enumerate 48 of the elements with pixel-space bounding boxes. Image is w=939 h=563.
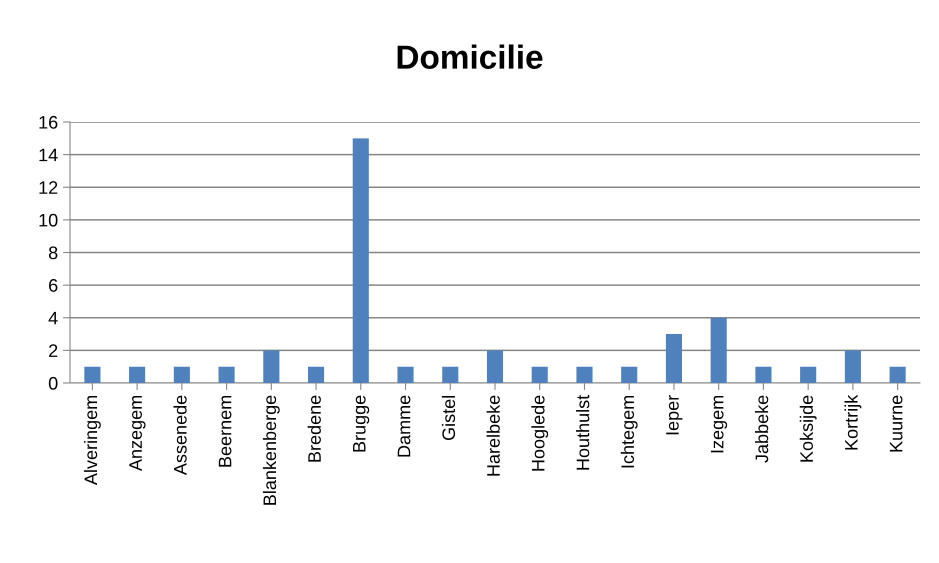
x-tick-label: Harelbeke [486, 396, 500, 476]
bar [263, 350, 280, 383]
x-tick-label: Houthulst [576, 394, 590, 470]
y-tick-label: 6 [49, 279, 58, 292]
bar [844, 350, 861, 383]
x-tick-label: Alveringem [84, 396, 101, 486]
bar [218, 366, 235, 383]
bar [352, 138, 369, 383]
y-tick-label: 0 [48, 376, 58, 390]
x-tick-label: Ichtegem [620, 396, 638, 468]
x-tick-label: Hooglede [531, 396, 548, 471]
bar [308, 366, 324, 383]
x-tick-label: Koksijde [800, 396, 817, 462]
y-tick-label: 4 [48, 312, 58, 324]
y-tick-label: 16 [39, 116, 58, 129]
bar [800, 366, 816, 383]
bar [666, 334, 682, 383]
bar [442, 366, 458, 383]
chart-title: Domicilie [398, 44, 542, 69]
x-tick-label: Anzegem [129, 396, 146, 472]
y-tick-label: 8 [48, 246, 58, 260]
bar [174, 366, 190, 383]
bar [532, 366, 548, 383]
x-tick-label: Kuurne [890, 396, 902, 452]
y-tick-label: 2 [49, 344, 58, 357]
y-tick-label: 14 [39, 148, 58, 162]
x-tick-label: Beernem [218, 396, 232, 467]
bar [621, 366, 638, 383]
bar [397, 366, 414, 383]
x-tick-label: Damme [398, 396, 410, 457]
bar [129, 366, 146, 383]
bar [84, 366, 100, 383]
y-tick-label: 10 [39, 214, 58, 227]
x-tick-label: Kortrijk [844, 394, 862, 450]
bar [576, 366, 593, 383]
bar [486, 350, 504, 383]
x-tick-label: Assenede [173, 396, 187, 476]
bar [710, 318, 727, 383]
x-tick-label: Blankenberge [262, 396, 280, 505]
bar [755, 366, 772, 383]
y-tick-label: 12 [39, 181, 58, 194]
x-tick-label: Brugge [353, 396, 370, 452]
x-tick-label: Jabbeke [755, 396, 768, 463]
x-tick-label: Bredene [308, 396, 321, 462]
x-tick-label: Gistel [442, 396, 456, 440]
bar [890, 366, 906, 383]
x-tick-label: Izegem [710, 396, 728, 452]
x-tick-label: Ieper [666, 395, 682, 434]
